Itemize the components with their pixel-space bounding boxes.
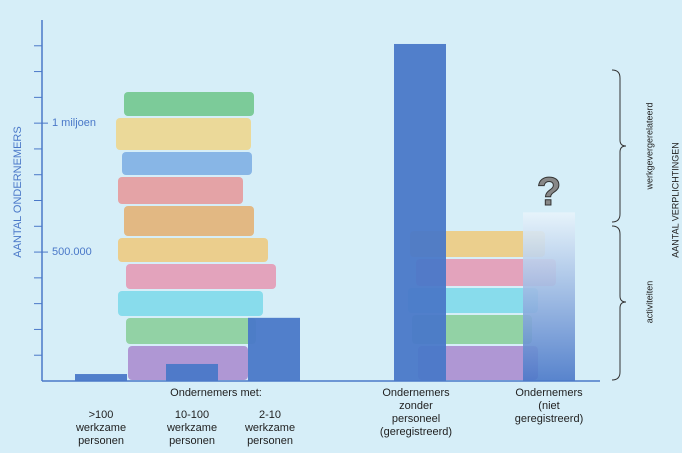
y-axis-label: AANTAL ONDERNEMERS [12, 126, 24, 257]
y-tick-label: 500.000 [52, 246, 92, 258]
x-tick-label: zonder [399, 400, 433, 412]
x-tick-label: (geregistreerd) [380, 426, 452, 438]
x-tick-label: werkzame [244, 422, 295, 434]
unknown-marker: ? [537, 170, 561, 214]
x-tick-label: 2-10 [259, 409, 281, 421]
bar [166, 363, 218, 381]
y-tick-label: 1 miljoen [52, 117, 96, 129]
books-left [116, 92, 276, 380]
x-tick-label: personen [78, 435, 124, 447]
bracket [611, 69, 627, 223]
x-tick-label: 10-100 [175, 409, 209, 421]
bar [75, 374, 127, 381]
bar [394, 43, 446, 381]
x-tick-label: personeel [392, 413, 440, 425]
x-tick-label: Ondernemers [515, 387, 583, 399]
bracket-label: activiteiten [644, 281, 654, 324]
x-tick-label: personen [247, 435, 293, 447]
group-label: Ondernemers met: [170, 387, 262, 399]
x-tick-label: (niet [538, 400, 559, 412]
right-axis-label: AANTAL VERPLICHTINGEN [670, 142, 680, 258]
x-tick-label: werkzame [166, 422, 217, 434]
x-tick-label: Ondernemers [382, 387, 450, 399]
x-tick-label: >100 [89, 409, 114, 421]
bracket [611, 225, 627, 381]
x-tick-label: personen [169, 435, 215, 447]
x-tick-label: geregistreerd) [515, 413, 583, 425]
bar [523, 212, 575, 381]
bracket-label: werkgevergerelateerd [644, 102, 654, 190]
bar [248, 317, 300, 381]
x-tick-label: werkzame [75, 422, 126, 434]
